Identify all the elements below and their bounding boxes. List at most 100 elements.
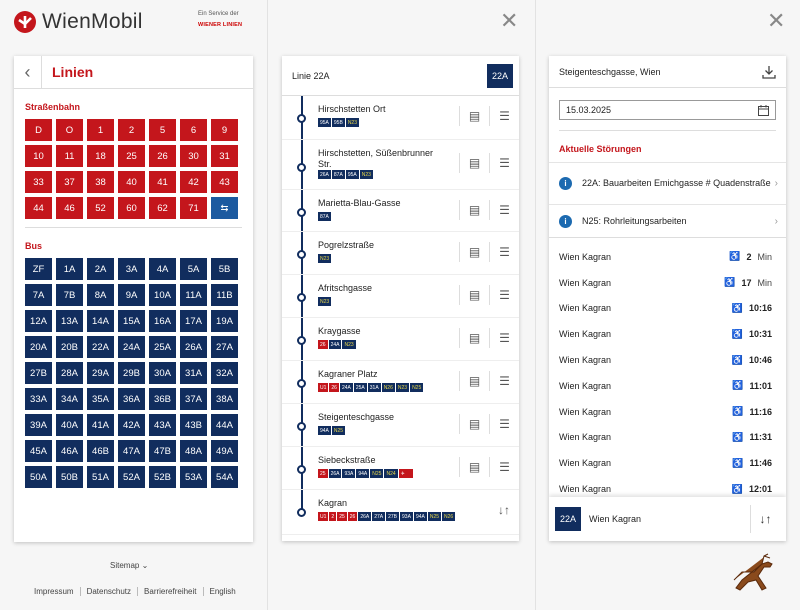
bus-line-tile[interactable]: 42A <box>118 414 145 436</box>
timetable-icon[interactable]: ☰ <box>489 200 519 220</box>
bus-line-tile[interactable]: 33A <box>25 388 52 410</box>
bus-line-tile[interactable]: 12A <box>25 310 52 332</box>
tram-line-tile[interactable]: 41 <box>149 171 176 193</box>
bus-line-tile[interactable]: 10A <box>149 284 176 306</box>
map-icon[interactable]: ▤ <box>459 371 489 391</box>
tram-line-tile[interactable]: 26 <box>149 145 176 167</box>
bus-line-tile[interactable]: 34A <box>56 388 83 410</box>
bus-line-tile[interactable]: 39A <box>25 414 52 436</box>
tram-line-tile[interactable]: 52 <box>87 197 114 219</box>
tram-line-tile[interactable]: 46 <box>56 197 83 219</box>
bus-line-tile[interactable]: 47A <box>118 440 145 462</box>
deer-mascot-icon[interactable] <box>728 550 776 596</box>
bus-line-tile[interactable]: 5B <box>211 258 238 280</box>
bus-line-tile[interactable]: 25A <box>149 336 176 358</box>
stop-row[interactable]: Hirschstetten Ort 95A 95B N23 ▤ ☰ <box>282 96 519 140</box>
footer-link[interactable]: English <box>209 587 236 596</box>
bus-line-tile[interactable]: 7A <box>25 284 52 306</box>
tram-line-tile[interactable]: 44 <box>25 197 52 219</box>
tram-line-tile[interactable]: 2 <box>118 119 145 141</box>
tram-line-tile[interactable]: 38 <box>87 171 114 193</box>
departure-row[interactable]: Wien Kagran ♿ 11:31 <box>549 425 786 451</box>
departure-row[interactable]: Wien Kagran ♿ 11:01 <box>549 373 786 399</box>
bus-line-tile[interactable]: 35A <box>87 388 114 410</box>
tram-line-tile[interactable]: 30 <box>180 145 207 167</box>
departure-row[interactable]: Wien Kagran ♿ 2 Min <box>549 244 786 270</box>
stop-row[interactable]: Hirschstetten, Süßenbrunner Str. 26A 87A 95… <box>282 140 519 190</box>
tram-line-tile[interactable]: 10 <box>25 145 52 167</box>
departure-row[interactable]: Wien Kagran ♿ 17 Min <box>549 270 786 296</box>
departure-row[interactable]: Wien Kagran ♿ 10:16 <box>549 296 786 322</box>
tram-line-tile[interactable]: O <box>56 119 83 141</box>
departure-row[interactable]: Wien Kagran ♿ 11:46 <box>549 450 786 476</box>
bus-line-tile[interactable]: 22A <box>87 336 114 358</box>
map-icon[interactable]: ▤ <box>459 200 489 220</box>
swap-direction-icon[interactable]: ↓↑ <box>750 505 780 533</box>
tram-line-tile[interactable]: 60 <box>118 197 145 219</box>
bus-line-tile[interactable]: 14A <box>87 310 114 332</box>
timetable-icon[interactable]: ☰ <box>489 242 519 262</box>
tram-line-tile[interactable]: 5 <box>149 119 176 141</box>
map-icon[interactable]: ▤ <box>459 414 489 434</box>
bus-line-tile[interactable]: 29B <box>118 362 145 384</box>
bus-line-tile[interactable]: 50A <box>25 466 52 488</box>
close-icon[interactable]: ✕ <box>767 8 786 33</box>
tram-line-tile[interactable]: 33 <box>25 171 52 193</box>
stop-row[interactable]: Afritschgasse N23 ▤ ☰ <box>282 275 519 318</box>
sitemap-toggle[interactable]: Sitemap ⌄ <box>110 561 148 570</box>
bus-line-tile[interactable]: 26A <box>180 336 207 358</box>
download-icon[interactable] <box>762 65 776 79</box>
tram-line-tile[interactable]: 9 <box>211 119 238 141</box>
tram-line-tile[interactable]: 42 <box>180 171 207 193</box>
bus-line-tile[interactable]: 15A <box>118 310 145 332</box>
bus-line-tile[interactable]: 5A <box>180 258 207 280</box>
bus-line-tile[interactable]: 9A <box>118 284 145 306</box>
bus-line-tile[interactable]: 46A <box>56 440 83 462</box>
bus-line-tile[interactable]: 36B <box>149 388 176 410</box>
bus-line-tile[interactable]: 49A <box>211 440 238 462</box>
bus-line-tile[interactable]: 52A <box>118 466 145 488</box>
bus-line-tile[interactable]: 52B <box>149 466 176 488</box>
bus-line-tile[interactable]: 28A <box>56 362 83 384</box>
bus-line-tile[interactable]: 27B <box>25 362 52 384</box>
timetable-icon[interactable]: ☰ <box>489 106 519 126</box>
bus-line-tile[interactable]: 20B <box>56 336 83 358</box>
bus-line-tile[interactable]: 44A <box>211 414 238 436</box>
bus-line-tile[interactable]: 3A <box>118 258 145 280</box>
bus-line-tile[interactable]: 31A <box>180 362 207 384</box>
timetable-icon[interactable]: ☰ <box>489 371 519 391</box>
bus-line-tile[interactable]: 40A <box>56 414 83 436</box>
wienmobil-logo[interactable]: WienMobil <box>14 10 143 34</box>
tram-line-tile[interactable]: 37 <box>56 171 83 193</box>
stop-row[interactable]: Kraygasse 26 24A N23 ▤ ☰ <box>282 318 519 361</box>
stop-row[interactable]: Kagraner Platz U1 26 24A 25A 31A N26 N23 N25 ▤ ☰ <box>282 361 519 404</box>
footer-link[interactable]: Datenschutz <box>81 587 139 596</box>
tram-line-tile[interactable]: 11 <box>56 145 83 167</box>
departure-row[interactable]: Wien Kagran ♿ 11:16 <box>549 399 786 425</box>
bus-line-tile[interactable]: 43A <box>149 414 176 436</box>
bus-line-tile[interactable]: 41A <box>87 414 114 436</box>
bus-line-tile[interactable]: 48A <box>180 440 207 462</box>
stop-row[interactable]: Siebeckstraße 25 26A 93A 94A N25 N24 ✈ ▤ ☰ <box>282 447 519 490</box>
map-icon[interactable]: ▤ <box>459 457 489 477</box>
close-icon[interactable]: ✕ <box>500 8 519 33</box>
bus-line-tile[interactable]: 11B <box>211 284 238 306</box>
bus-line-tile[interactable]: 24A <box>118 336 145 358</box>
bus-line-tile[interactable]: 27A <box>211 336 238 358</box>
bus-line-tile[interactable]: 20A <box>25 336 52 358</box>
timetable-icon[interactable]: ☰ <box>489 285 519 305</box>
departure-row[interactable]: Wien Kagran ♿ 10:31 <box>549 321 786 347</box>
calendar-icon[interactable] <box>758 104 769 116</box>
tram-line-tile[interactable]: D <box>25 119 52 141</box>
bus-line-tile[interactable]: 50B <box>56 466 83 488</box>
tram-line-tile[interactable]: 71 <box>180 197 207 219</box>
tram-line-tile[interactable]: 40 <box>118 171 145 193</box>
wiener-linien-logo[interactable]: WIENER LINIEN <box>198 22 243 28</box>
tram-line-tile[interactable]: 43 <box>211 171 238 193</box>
bus-line-tile[interactable]: 46B <box>87 440 114 462</box>
bus-line-tile[interactable]: 19A <box>211 310 238 332</box>
bus-line-tile[interactable]: 7B <box>56 284 83 306</box>
bus-line-tile[interactable]: 8A <box>87 284 114 306</box>
bus-line-tile[interactable]: 17A <box>180 310 207 332</box>
timetable-icon[interactable]: ☰ <box>489 457 519 477</box>
